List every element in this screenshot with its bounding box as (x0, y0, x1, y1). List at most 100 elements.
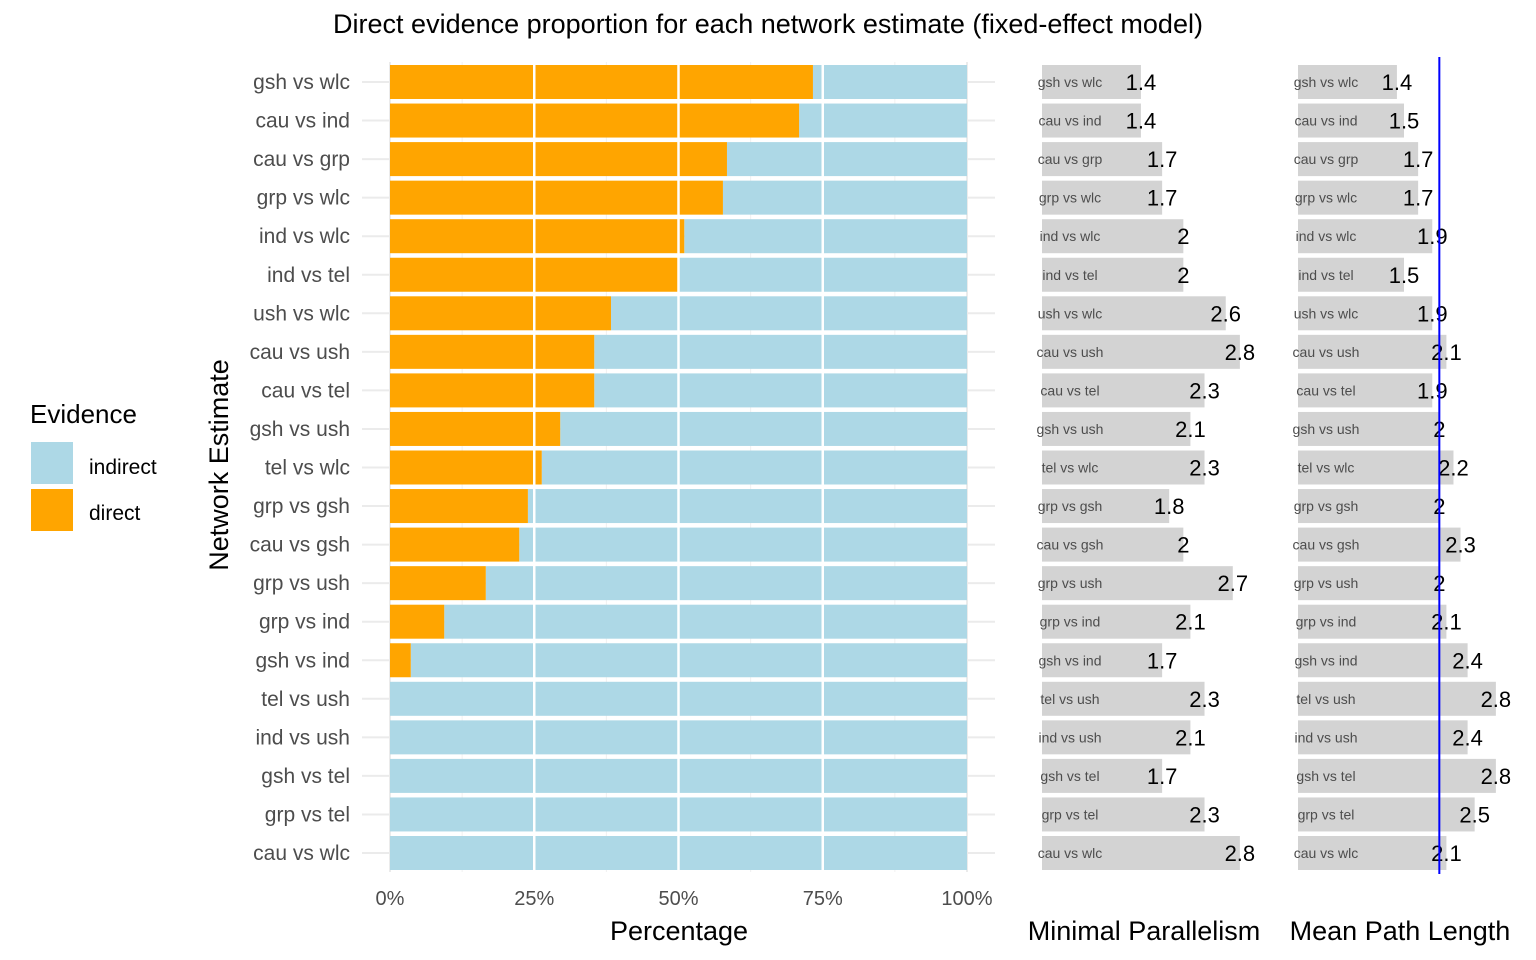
bar-label-ind-vs-ush: ind vs ush (1294, 729, 1357, 745)
bar-label-tel-vs-ush: tel vs ush (1296, 691, 1355, 707)
value-label-mean-path-length: 2.5 (1459, 802, 1490, 827)
bar-mean-path-length-cau-vs-ind (1298, 103, 1404, 138)
bar-label-cau-vs-ush: cau vs ush (1037, 344, 1104, 360)
bar-indirect-cau-vs-gsh (519, 527, 967, 562)
value-label-mean-path-length: 1.9 (1417, 301, 1448, 326)
value-label-mean-path-length: 1.9 (1417, 224, 1448, 249)
y-tick-label-grp-vs-ush: grp vs ush (253, 572, 350, 595)
x-axis-title-percentage: Percentage (610, 916, 748, 946)
x-tick-label-percentage: 0% (376, 888, 405, 910)
x-tick-label-percentage: 50% (658, 888, 698, 910)
y-tick-label-ush-vs-wlc: ush vs wlc (253, 302, 350, 325)
panel-minimal-parallelism: gsh vs wlc 1.4 cau vs ind 1.4 cau vs grp 1.7 g… (1037, 65, 1259, 910)
value-label-minimal-parallelism: 1.4 (1126, 109, 1157, 134)
bar-label-cau-vs-ind: cau vs ind (1038, 113, 1101, 129)
bar-indirect-gsh-vs-ush (560, 411, 967, 446)
bar-mean-path-length-gsh-vs-wlc (1298, 65, 1397, 99)
y-tick-label-gsh-vs-ind: gsh vs ind (255, 649, 350, 672)
value-label-minimal-parallelism: 2 (1177, 263, 1189, 288)
bar-label-grp-vs-ush: grp vs ush (1038, 575, 1103, 591)
bar-direct-grp-vs-ush (390, 566, 486, 601)
bar-indirect-ush-vs-wlc (610, 296, 967, 331)
bar-mean-path-length-grp-vs-ind (1298, 604, 1447, 639)
bar-label-gsh-vs-ush: gsh vs ush (1037, 421, 1104, 437)
bar-minimal-parallelism-cau-vs-wlc (1042, 836, 1240, 870)
value-label-mean-path-length: 2.8 (1481, 764, 1512, 789)
bar-minimal-parallelism-grp-vs-tel (1042, 797, 1205, 832)
bar-label-gsh-vs-ush: gsh vs ush (1293, 421, 1360, 437)
bar-minimal-parallelism-grp-vs-ush (1042, 566, 1233, 601)
x-tick-label-mean-path-length: 0 (1292, 888, 1303, 910)
value-label-mean-path-length: 2.1 (1431, 610, 1462, 635)
bar-label-tel-vs-ush: tel vs ush (1040, 691, 1099, 707)
value-label-minimal-parallelism: 2.3 (1189, 378, 1220, 403)
x-tick-label-mean-path-length: 3 (1504, 888, 1515, 910)
value-label-mean-path-length: 2.3 (1445, 533, 1476, 558)
legend-label-direct: direct (89, 502, 141, 525)
bar-indirect-cau-vs-tel (594, 373, 967, 408)
bar-label-cau-vs-grp: cau vs grp (1038, 151, 1103, 167)
legend: Evidence indirect direct (30, 399, 157, 531)
bar-label-ind-vs-wlc: ind vs wlc (1040, 228, 1101, 244)
bar-minimal-parallelism-tel-vs-ush (1042, 681, 1205, 716)
bar-label-grp-vs-ush: grp vs ush (1294, 575, 1359, 591)
bar-label-cau-vs-wlc: cau vs wlc (1038, 845, 1103, 861)
x-tick-label-minimal-parallelism: 2 (1178, 888, 1189, 910)
y-tick-label-cau-vs-gsh: cau vs gsh (250, 534, 350, 557)
bar-minimal-parallelism-cau-vs-grp (1042, 142, 1163, 177)
legend-title: Evidence (30, 399, 137, 429)
bar-indirect-grp-vs-wlc (722, 180, 967, 215)
value-label-minimal-parallelism: 2.8 (1225, 841, 1256, 866)
x-axis-title-minimal-parallelism: Minimal Parallelism (1028, 916, 1261, 946)
bar-label-grp-vs-ind: grp vs ind (1040, 614, 1101, 630)
bar-label-ind-vs-tel: ind vs tel (1042, 267, 1097, 283)
x-tick-label-percentage: 100% (941, 888, 992, 910)
bar-direct-ind-vs-wlc (390, 219, 685, 254)
bar-minimal-parallelism-gsh-vs-ind (1042, 643, 1163, 678)
x-tick-label-percentage: 25% (514, 888, 554, 910)
bar-label-gsh-vs-wlc: gsh vs wlc (1038, 74, 1103, 90)
legend-swatch-indirect (31, 442, 73, 484)
y-tick-label-gsh-vs-ush: gsh vs ush (250, 418, 350, 441)
bar-label-grp-vs-wlc: grp vs wlc (1295, 190, 1357, 206)
value-label-mean-path-length: 2.2 (1438, 456, 1469, 481)
y-tick-label-tel-vs-wlc: tel vs wlc (265, 457, 350, 480)
bar-direct-gsh-vs-wlc (390, 65, 813, 99)
x-tick-label-minimal-parallelism: 3 (1248, 888, 1259, 910)
value-label-mean-path-length: 1.5 (1389, 109, 1420, 134)
bar-label-grp-vs-tel: grp vs tel (1298, 806, 1355, 822)
bar-mean-path-length-ush-vs-wlc (1298, 296, 1433, 331)
value-label-minimal-parallelism: 2 (1177, 533, 1189, 558)
bar-mean-path-length-cau-vs-ush (1298, 334, 1447, 369)
bar-label-gsh-vs-ind: gsh vs ind (1294, 652, 1357, 668)
bar-direct-grp-vs-gsh (390, 489, 528, 524)
bar-label-cau-vs-gsh: cau vs gsh (1293, 537, 1360, 553)
bar-label-cau-vs-grp: cau vs grp (1294, 151, 1359, 167)
value-label-minimal-parallelism: 2.1 (1175, 610, 1206, 635)
bar-indirect-gsh-vs-wlc (812, 65, 967, 99)
bar-label-cau-vs-tel: cau vs tel (1040, 382, 1099, 398)
value-label-minimal-parallelism: 2.1 (1175, 417, 1206, 442)
bar-mean-path-length-cau-vs-tel (1298, 373, 1433, 408)
bar-minimal-parallelism-cau-vs-tel (1042, 373, 1205, 408)
value-label-minimal-parallelism: 1.7 (1147, 764, 1178, 789)
value-label-minimal-parallelism: 1.7 (1147, 147, 1178, 172)
bar-minimal-parallelism-gsh-vs-ush (1042, 411, 1191, 446)
value-label-minimal-parallelism: 2.3 (1189, 802, 1220, 827)
bar-direct-cau-vs-gsh (390, 527, 520, 562)
y-tick-label-grp-vs-wlc: grp vs wlc (257, 187, 350, 210)
y-tick-label-tel-vs-ush: tel vs ush (261, 688, 350, 711)
bar-label-ush-vs-wlc: ush vs wlc (1294, 305, 1359, 321)
y-tick-label-ind-vs-wlc: ind vs wlc (259, 225, 350, 248)
x-tick-label-mean-path-length: 1 (1363, 888, 1374, 910)
bar-label-cau-vs-wlc: cau vs wlc (1294, 845, 1359, 861)
bar-direct-gsh-vs-ind (390, 643, 411, 678)
bar-mean-path-length-grp-vs-wlc (1298, 180, 1419, 215)
y-tick-label-cau-vs-wlc: cau vs wlc (253, 842, 350, 865)
bar-minimal-parallelism-tel-vs-wlc (1042, 450, 1205, 485)
bar-label-cau-vs-ush: cau vs ush (1293, 344, 1360, 360)
bar-minimal-parallelism-ind-vs-ush (1042, 720, 1191, 755)
value-label-minimal-parallelism: 2.3 (1189, 456, 1220, 481)
bar-minimal-parallelism-cau-vs-gsh (1042, 527, 1184, 562)
